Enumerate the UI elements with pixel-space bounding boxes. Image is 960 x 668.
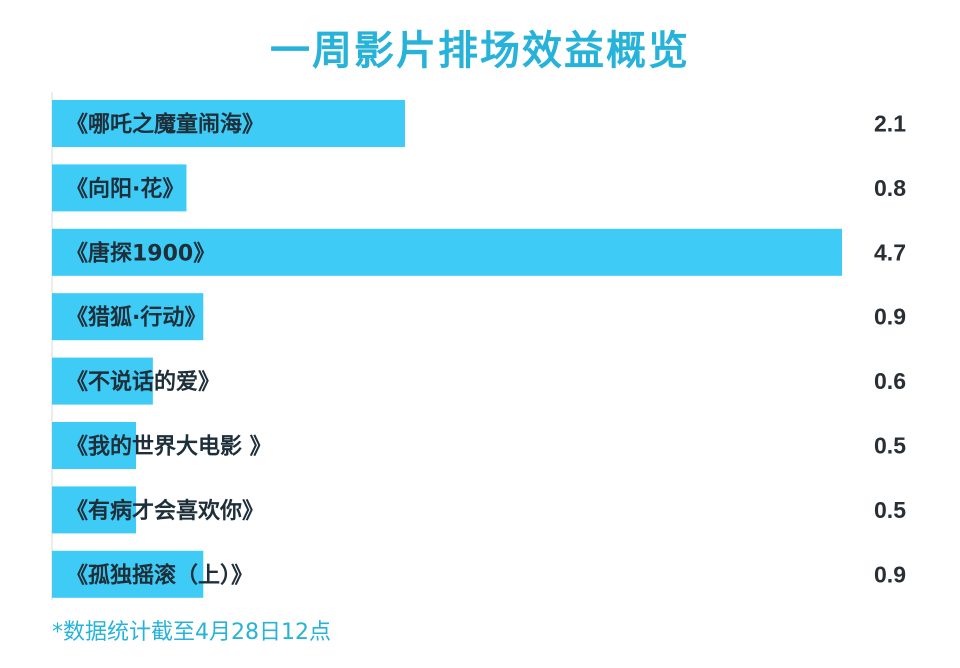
- bar: [52, 100, 405, 147]
- bar: [52, 486, 137, 534]
- bar-group: 《哪吒之魔童闹海》 2.1: [52, 100, 906, 147]
- bar: [52, 228, 842, 276]
- bar-group: 《猎狐·行动》 0.9: [52, 293, 906, 341]
- category-label: 《我的世界大电影 》: [66, 434, 272, 460]
- value-label: 0.9: [874, 304, 906, 330]
- bar: [52, 422, 137, 469]
- bar-group: 《向阳·花》 0.8: [52, 164, 906, 212]
- data-footnote: *数据统计截至4月28日12点: [52, 620, 331, 645]
- bar: [52, 293, 204, 341]
- bar: [52, 164, 187, 212]
- value-label: 0.5: [874, 433, 906, 459]
- value-label: 0.5: [874, 497, 906, 523]
- chart-title: 一周影片排场效益概览: [270, 28, 690, 74]
- value-label: 2.1: [874, 111, 906, 137]
- category-label: 《不说话的爱》: [66, 369, 220, 395]
- category-label: 《哪吒之魔童闹海》: [66, 112, 264, 138]
- bar-group: 《唐探1900》 4.7: [52, 228, 906, 276]
- value-label: 0.8: [874, 175, 906, 201]
- bar-group: 《有病才会喜欢你》 0.5: [52, 486, 906, 534]
- category-label: 《向阳·花》: [66, 176, 184, 202]
- category-label: 《有病才会喜欢你》: [66, 498, 264, 524]
- value-label: 4.7: [874, 239, 906, 265]
- bar: [52, 550, 204, 598]
- bar: [52, 357, 153, 405]
- bar-group: 《孤独摇滚（上）》 0.9: [52, 550, 906, 598]
- value-label: 0.6: [874, 368, 906, 394]
- bar-group: 《我的世界大电影 》 0.5: [52, 422, 906, 469]
- value-label: 0.9: [874, 561, 906, 587]
- category-label: 《猎狐·行动》: [66, 305, 206, 331]
- category-label: 《孤独摇滚（上）》: [66, 562, 253, 588]
- category-label: 《唐探1900》: [66, 240, 215, 266]
- bar-group: 《不说话的爱》 0.6: [52, 357, 906, 405]
